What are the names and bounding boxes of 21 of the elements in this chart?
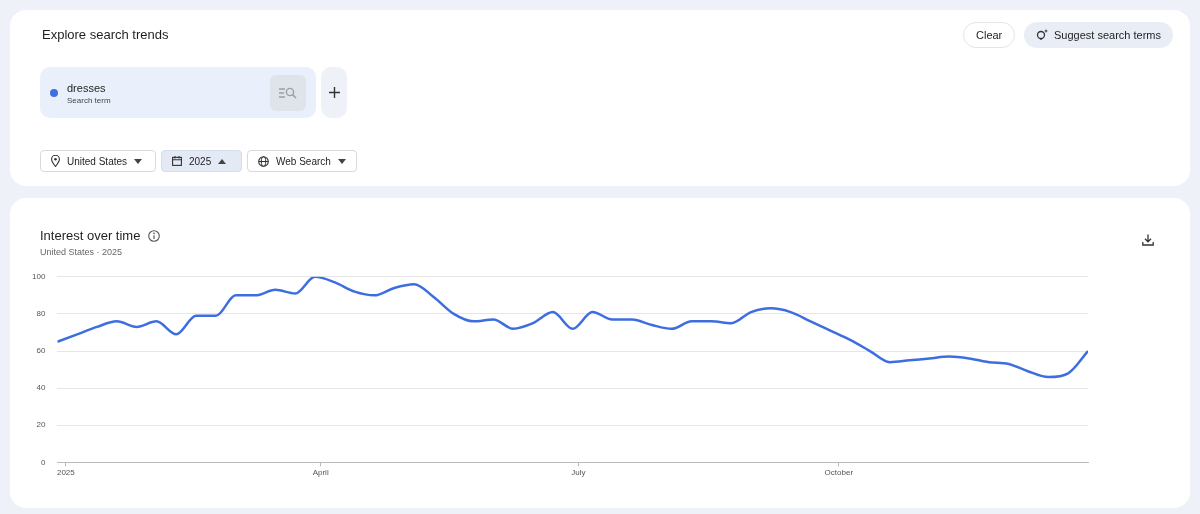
y-tick-label: 40 (36, 383, 46, 393)
y-tick-label: 0 (40, 457, 46, 467)
text: Explore search trends (42, 27, 169, 42)
text: Clear (976, 29, 1003, 41)
y-tick-label: 60 (36, 346, 46, 356)
y-tick-label: 100 (31, 272, 46, 281)
chart-subtitle: United States · 2025 (40, 247, 123, 257)
text: 2025 (189, 155, 212, 167)
text: United States (67, 155, 128, 167)
text: Suggest search terms (1054, 29, 1161, 41)
x-tick-label: October (824, 468, 854, 478)
x-tick-label: April (312, 468, 329, 478)
text: Web Search (276, 155, 331, 167)
y-tick-label: 80 (36, 309, 46, 319)
x-tick-label: 2025 (56, 468, 76, 478)
text: Search term (67, 96, 111, 105)
chart-title: Interest over time (40, 228, 141, 243)
y-tick-label: 20 (36, 420, 46, 430)
x-tick-label: July (571, 468, 586, 478)
line-series (57, 276, 1088, 379)
legend-label: dresses (67, 82, 106, 94)
